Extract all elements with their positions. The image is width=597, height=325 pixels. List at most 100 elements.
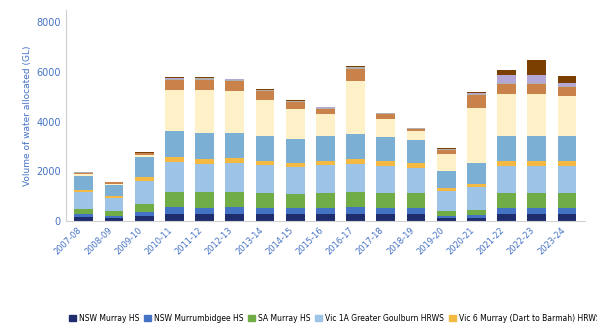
Bar	[558, 97, 576, 136]
Bar	[558, 193, 576, 208]
Bar	[256, 165, 275, 192]
Bar	[195, 77, 214, 78]
Bar	[256, 208, 275, 214]
Y-axis label: Volume of water allocated (GL): Volume of water allocated (GL)	[23, 45, 32, 186]
Bar	[407, 129, 425, 131]
Bar	[104, 182, 124, 184]
Bar	[195, 133, 214, 159]
Bar	[558, 76, 576, 84]
Bar	[165, 80, 184, 89]
Bar	[437, 171, 456, 188]
Bar	[467, 218, 486, 221]
Bar	[437, 191, 456, 211]
Bar	[256, 192, 275, 208]
Bar	[527, 161, 546, 166]
Bar	[75, 217, 93, 221]
Bar	[75, 173, 93, 174]
Bar	[558, 214, 576, 221]
Bar	[286, 193, 304, 208]
Bar	[256, 100, 275, 136]
Bar	[407, 214, 425, 221]
Bar	[437, 215, 456, 218]
Bar	[135, 177, 153, 181]
Bar	[497, 136, 516, 161]
Bar	[376, 214, 395, 221]
Bar	[497, 214, 516, 221]
Bar	[195, 192, 214, 208]
Bar	[558, 208, 576, 214]
Bar	[497, 161, 516, 166]
Bar	[135, 153, 153, 155]
Bar	[437, 211, 456, 215]
Bar	[256, 161, 275, 165]
Bar	[75, 176, 93, 189]
Bar	[286, 167, 304, 193]
Bar	[316, 208, 335, 214]
Bar	[75, 209, 93, 214]
Bar	[346, 207, 365, 214]
Bar	[226, 133, 244, 158]
Bar	[195, 164, 214, 192]
Bar	[437, 218, 456, 221]
Bar	[75, 192, 93, 209]
Bar	[558, 84, 576, 86]
Bar	[467, 108, 486, 163]
Bar	[75, 189, 93, 192]
Bar	[437, 188, 456, 191]
Bar	[376, 112, 395, 113]
Bar	[286, 102, 304, 110]
Bar	[286, 139, 304, 162]
Bar	[527, 166, 546, 192]
Bar	[316, 165, 335, 192]
Bar	[376, 166, 395, 193]
Bar	[226, 158, 244, 163]
Bar	[497, 192, 516, 208]
Bar	[376, 162, 395, 166]
Bar	[407, 140, 425, 163]
Bar	[226, 214, 244, 221]
Bar	[467, 94, 486, 96]
Bar	[286, 100, 304, 101]
Bar	[467, 210, 486, 214]
Bar	[226, 207, 244, 214]
Bar	[527, 94, 546, 136]
Bar	[286, 101, 304, 102]
Bar	[256, 91, 275, 100]
Bar	[195, 159, 214, 164]
Bar	[407, 193, 425, 208]
Bar	[527, 75, 546, 83]
Bar	[165, 131, 184, 157]
Bar	[226, 81, 244, 91]
Bar	[527, 208, 546, 214]
Bar	[376, 119, 395, 137]
Bar	[135, 216, 153, 221]
Bar	[104, 196, 124, 198]
Bar	[165, 162, 184, 191]
Bar	[467, 163, 486, 184]
Bar	[135, 181, 153, 203]
Bar	[226, 91, 244, 133]
Bar	[165, 77, 184, 78]
Bar	[346, 66, 365, 67]
Bar	[437, 148, 456, 149]
Bar	[165, 79, 184, 80]
Bar	[497, 166, 516, 192]
Bar	[195, 90, 214, 133]
Bar	[256, 89, 275, 90]
Bar	[104, 184, 124, 185]
Bar	[346, 67, 365, 69]
Bar	[527, 192, 546, 208]
Bar	[467, 96, 486, 108]
Bar	[256, 136, 275, 161]
Bar	[467, 92, 486, 93]
Bar	[346, 159, 365, 164]
Bar	[226, 191, 244, 207]
Bar	[286, 162, 304, 167]
Bar	[316, 107, 335, 108]
Bar	[437, 150, 456, 154]
Bar	[104, 215, 124, 218]
Bar	[407, 131, 425, 140]
Bar	[346, 69, 365, 81]
Bar	[497, 84, 516, 94]
Bar	[407, 163, 425, 168]
